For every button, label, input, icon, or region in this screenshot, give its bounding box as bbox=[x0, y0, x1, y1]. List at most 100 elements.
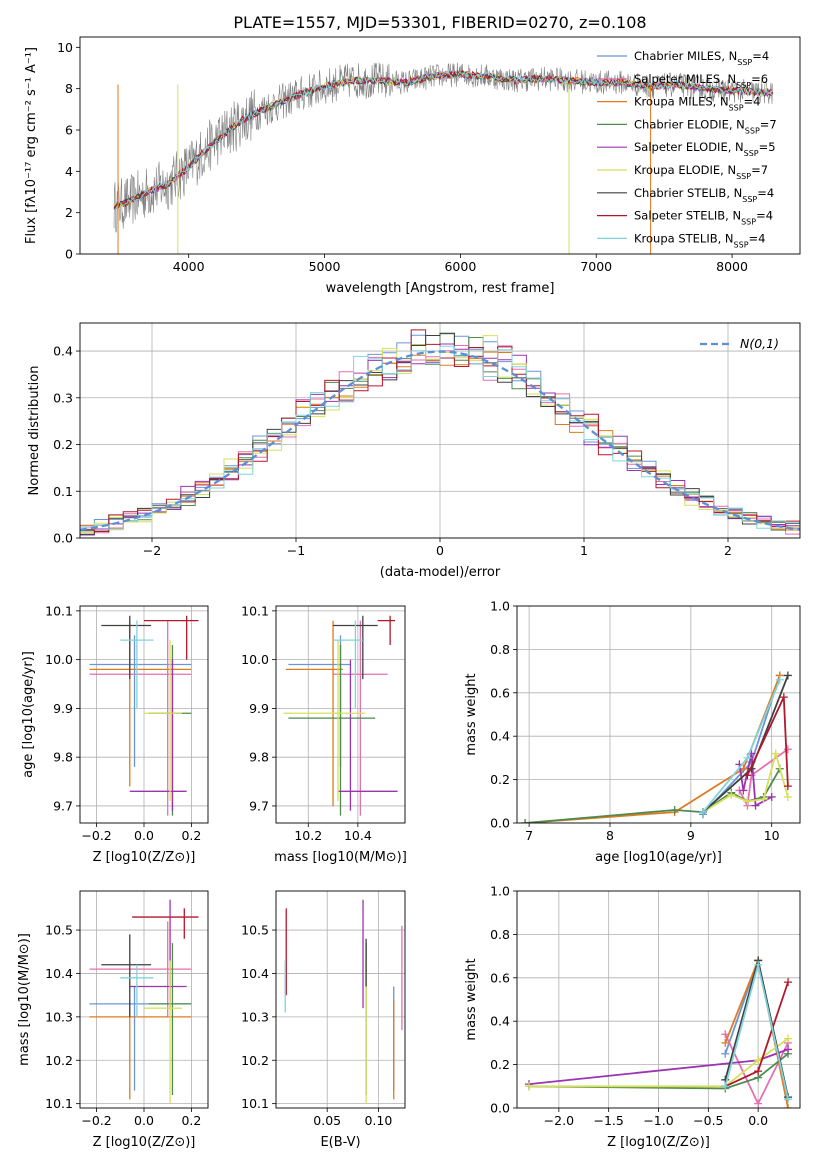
weight-vs-age-marker-kroupa_elodie bbox=[771, 749, 780, 758]
mass-vs-z-plot-area bbox=[80, 891, 208, 1108]
weight-vs-z-line-kroupa_elodie bbox=[529, 1037, 789, 1088]
residuals-xtick-label: 1 bbox=[580, 543, 588, 558]
age-vs-mass-axes: 10.2 10.4 9.7 9.8 9.9 10.0 10.1 mass [log10(M/M… bbox=[241, 603, 407, 865]
weight-vs-age-xtick-label: 7 bbox=[525, 828, 533, 843]
weight-vs-z-marker-salpeter_stelib bbox=[784, 978, 793, 987]
age-vs-mass-ytick-label: 9.7 bbox=[249, 798, 269, 813]
weight-vs-z-marker-kroupa_elodie bbox=[784, 1034, 793, 1043]
spectrum-title: PLATE=1557, MJD=53301, FIBERID=0270, z=0… bbox=[233, 13, 646, 32]
mass-vs-ebv-ytick-label: 10.1 bbox=[241, 1096, 269, 1111]
spectrum-legend-label: Salpeter STELIB, NSSP=4 bbox=[634, 209, 773, 227]
weight-vs-z-xlabel: Z [log10(Z/Z⊙)] bbox=[607, 1135, 710, 1150]
weight-vs-age-marker-salpeter_stelib bbox=[783, 782, 792, 791]
weight-vs-z-ytick-label: 1.0 bbox=[490, 884, 510, 899]
spectrum-legend-label: Kroupa ELODIE, NSSP=7 bbox=[634, 163, 768, 181]
mass-vs-ebv-ytick-label: 10.4 bbox=[241, 966, 269, 981]
weight-vs-z-marker-salpeter_stelib bbox=[754, 1067, 763, 1076]
residuals-ytick-label: 0.0 bbox=[53, 531, 73, 546]
age-vs-mass-ytick-label: 10.0 bbox=[241, 652, 269, 667]
weight-vs-z-xtick-label: −2.0 bbox=[544, 1113, 574, 1128]
age-vs-mass-xtick-label: 10.2 bbox=[294, 828, 322, 843]
weight-vs-z-marker-kroupa_stelib bbox=[721, 1082, 730, 1091]
spectrum-model-kroupa_stelib bbox=[113, 70, 773, 211]
age-vs-z-ytick-label: 10.0 bbox=[45, 652, 73, 667]
mass-vs-z-xtick-label: 0.0 bbox=[134, 1113, 154, 1128]
weight-vs-z-line-chabrier_miles bbox=[724, 957, 789, 1098]
weight-vs-age-line-kroupa_elodie bbox=[702, 750, 789, 813]
spectrum-xtick-label: 8000 bbox=[716, 259, 748, 274]
weight-vs-age-axes: 7 8 9 10 0.0 0.2 0.4 0.6 0.8 1.0 age [log10(age/yr… bbox=[464, 599, 801, 865]
weight-vs-z-xtick-label: −0.5 bbox=[693, 1113, 723, 1128]
weight-vs-age-marker-salpeter_stelib bbox=[743, 771, 752, 780]
age-vs-mass-frame bbox=[275, 605, 406, 824]
weight-vs-z-xtick-label: 0.0 bbox=[748, 1113, 768, 1128]
residuals-ytick-label: 0.4 bbox=[53, 344, 73, 359]
mass-vs-ebv-ytick-label: 10.3 bbox=[241, 1009, 269, 1024]
weight-vs-age-marker-kroupa_elodie bbox=[759, 795, 768, 804]
age-vs-z-ytick-label: 9.7 bbox=[53, 798, 73, 813]
weight-vs-z-marker-kroupa_miles bbox=[784, 1104, 793, 1108]
spectrum-ytick-label: 10 bbox=[57, 40, 73, 55]
mass-vs-z-ytick-label: 10.5 bbox=[45, 923, 73, 938]
spectrum-legend-label: Salpeter ELODIE, NSSP=5 bbox=[634, 140, 776, 158]
spectrum-legend-label: Chabrier ELODIE, NSSP=7 bbox=[634, 117, 777, 135]
weight-vs-age-line-salpeter_miles bbox=[738, 748, 789, 809]
age-vs-z-ytick-label: 9.8 bbox=[53, 750, 73, 765]
weight-vs-age-xlabel: age [log10(age/yr)] bbox=[595, 850, 722, 865]
mass-vs-z-ylabel: mass [log10(M/M⊙)] bbox=[17, 933, 32, 1066]
weight-vs-age-marker-chabrier_elodie bbox=[521, 819, 530, 823]
weight-vs-z-frame bbox=[516, 890, 801, 1109]
mass-vs-ebv-plot-area bbox=[276, 891, 405, 1108]
weight-vs-age-marker-kroupa_elodie bbox=[783, 792, 792, 801]
spectrum-axes: 4000 5000 6000 7000 8000 0 2 4 6 8 10 wavelength [A… bbox=[24, 36, 801, 296]
spectrum-xtick-label: 4000 bbox=[173, 259, 205, 274]
spectrum-frame bbox=[79, 36, 801, 255]
mass-vs-z-ytick-label: 10.3 bbox=[45, 1009, 73, 1024]
weight-vs-z-ytick-label: 0.8 bbox=[490, 927, 510, 942]
age-vs-z-frame bbox=[79, 605, 209, 824]
mass-vs-z-xlabel: Z [log10(Z/Z⊙)] bbox=[93, 1135, 196, 1150]
spectrum-ytick-label: 4 bbox=[65, 164, 73, 179]
weight-vs-age-ylabel: mass weight bbox=[464, 673, 479, 755]
weight-vs-age-ytick-label: 0.8 bbox=[490, 642, 510, 657]
mass-vs-ebv-ytick-label: 10.5 bbox=[241, 923, 269, 938]
residuals-xtick-label: −2 bbox=[143, 543, 161, 558]
weight-vs-age-plot-area bbox=[517, 606, 800, 823]
weight-vs-age-marker-kroupa_stelib bbox=[698, 808, 707, 817]
mass-vs-ebv-axes: 0.05 0.10 10.1 10.2 10.3 10.4 10.5 E(B-V) bbox=[241, 890, 406, 1150]
weight-vs-z-marker-kroupa_stelib bbox=[784, 1095, 793, 1104]
age-vs-z-xtick-label: −0.2 bbox=[81, 828, 111, 843]
weight-vs-age-frame bbox=[516, 605, 801, 824]
mass-vs-z-frame bbox=[79, 890, 209, 1109]
weight-vs-age-marker-salpeter_stelib bbox=[779, 693, 788, 702]
weight-vs-age-marker-chabrier_elodie bbox=[670, 805, 679, 814]
age-vs-z-xlabel: Z [log10(Z/Z⊙)] bbox=[93, 850, 196, 865]
mass-vs-ebv-xtick-label: 0.05 bbox=[313, 1113, 341, 1128]
residuals-xtick-label: 2 bbox=[724, 543, 732, 558]
age-vs-z-ytick-label: 9.9 bbox=[53, 701, 73, 716]
weight-vs-age-ytick-label: 0.2 bbox=[490, 772, 510, 787]
weight-vs-age-ytick-label: 0.0 bbox=[490, 816, 510, 831]
weight-vs-z-xtick-label: −1.0 bbox=[643, 1113, 673, 1128]
weight-vs-z-marker-chabrier_miles bbox=[721, 1049, 730, 1058]
weight-vs-age-marker-salpeter_miles bbox=[783, 745, 792, 754]
weight-vs-age-ytick-label: 1.0 bbox=[490, 599, 510, 614]
spectrum-xtick-label: 5000 bbox=[309, 259, 341, 274]
weight-vs-age-ytick-label: 0.6 bbox=[490, 685, 510, 700]
mass-vs-ebv-frame bbox=[275, 890, 406, 1109]
weight-vs-age-marker-salpeter_elodie bbox=[767, 792, 776, 801]
weight-vs-age-line-kroupa_stelib bbox=[702, 679, 781, 813]
weight-vs-z-ytick-label: 0.2 bbox=[490, 1057, 510, 1072]
age-vs-z-ytick-label: 10.1 bbox=[45, 603, 73, 618]
residuals-ytick-label: 0.2 bbox=[53, 437, 73, 452]
spectrum-ytick-label: 2 bbox=[65, 205, 73, 220]
age-vs-z-ylabel: age [log10(age/yr)] bbox=[21, 651, 36, 778]
mass-vs-ebv-xlabel: E(B-V) bbox=[320, 1135, 360, 1150]
weight-vs-z-marker-salpeter_miles bbox=[754, 1099, 763, 1108]
weight-vs-z-ytick-label: 0.0 bbox=[490, 1101, 510, 1116]
weight-vs-z-ytick-label: 0.4 bbox=[490, 1014, 510, 1029]
spectrum-legend-label: Chabrier MILES, NSSP=4 bbox=[634, 49, 769, 67]
spectrum-legend-label: Kroupa STELIB, NSSP=4 bbox=[634, 231, 765, 249]
mass-vs-z-axes: −0.2 0.0 0.2 10.1 10.2 10.3 10.4 10.5 Z [log10(Z… bbox=[17, 890, 209, 1150]
